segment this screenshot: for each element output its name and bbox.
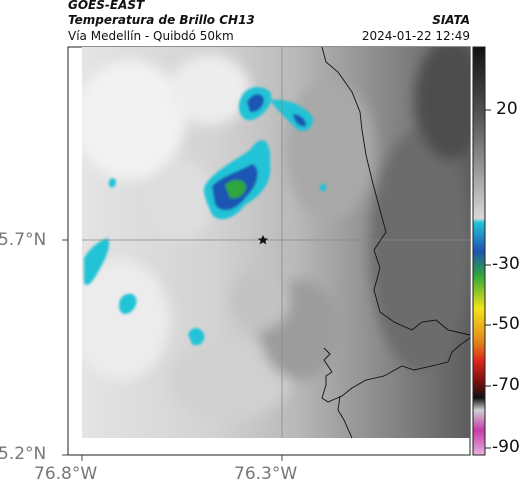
product-title: Temperatura de Brillo CH13	[68, 13, 255, 27]
route-subtitle: Vía Medellín - Quibdó 50km	[68, 29, 234, 43]
colorbar-tick-label: -30	[492, 254, 520, 274]
colorbar-tick-label: -70	[492, 375, 520, 395]
star-icon	[257, 235, 269, 245]
border-line-south	[337, 395, 353, 438]
colorbar-tick-label: -50	[492, 314, 520, 334]
lon-tick-label: 76.8°W	[34, 464, 98, 484]
source-label: SIATA	[432, 13, 470, 27]
river-line	[321, 337, 470, 403]
colorbar	[472, 46, 486, 456]
border-line	[321, 47, 470, 336]
lon-tick-label: 76.3°W	[234, 464, 298, 484]
colorbar-tick-label: -90	[492, 437, 520, 457]
satellite-image	[82, 47, 470, 438]
satellite-title: GOES-EAST	[68, 0, 145, 12]
cold-cloud-cells	[84, 87, 327, 346]
colorbar-tick-label: 20	[496, 99, 518, 119]
lat-tick-label: 5.2°N	[0, 444, 47, 464]
datetime-label: 2024-01-22 12:49	[361, 29, 470, 43]
lat-tick-label: 5.7°N	[0, 230, 47, 250]
